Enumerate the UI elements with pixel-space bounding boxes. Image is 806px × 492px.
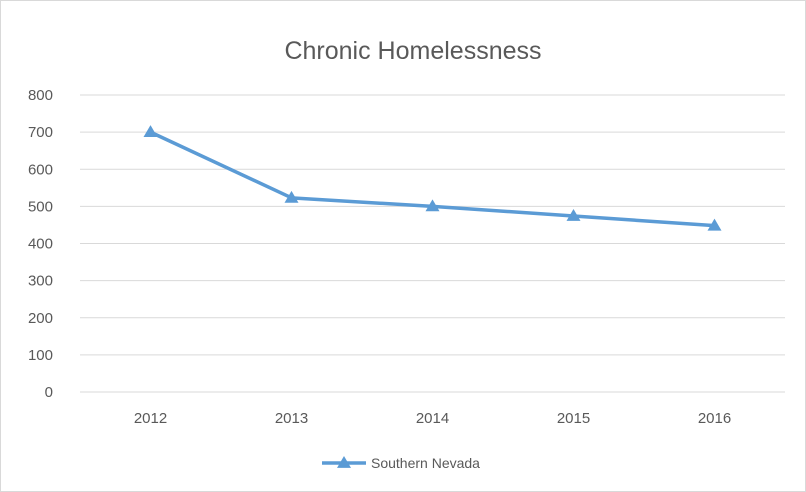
x-tick-label: 2012 [134,410,167,427]
y-tick-label: 0 [45,384,53,401]
series-line [149,130,715,228]
data-point-marker [284,190,299,203]
x-tick-label: 2016 [698,410,731,427]
chart-title: Chronic Homelessness [284,37,541,65]
gridlines [80,94,785,393]
x-tick-label: 2013 [275,410,308,427]
x-tick-label: 2015 [557,410,590,427]
y-tick-label: 100 [28,347,53,364]
legend-label: Southern Nevada [371,455,480,471]
legend: Southern Nevada [322,455,480,471]
y-tick-label: 700 [28,124,53,141]
data-point-marker [707,218,722,231]
legend-marker [337,456,351,468]
x-tick-label: 2014 [416,410,449,427]
y-tick-label: 800 [28,87,53,104]
data-point-marker [425,199,440,212]
y-tick-label: 500 [28,198,53,215]
data-point-marker [566,209,581,221]
y-tick-label: 400 [28,236,53,253]
y-tick-label: 600 [28,161,53,178]
y-tick-label: 300 [28,273,53,290]
y-axis-tick-labels: 0 100 200 300 400 500 600 700 800 [28,87,53,401]
series-southern-nevada [143,125,722,231]
x-axis-tick-labels: 2012 2013 2014 2015 2016 [134,410,731,427]
data-point-marker [143,125,158,138]
y-tick-label: 200 [28,310,53,327]
